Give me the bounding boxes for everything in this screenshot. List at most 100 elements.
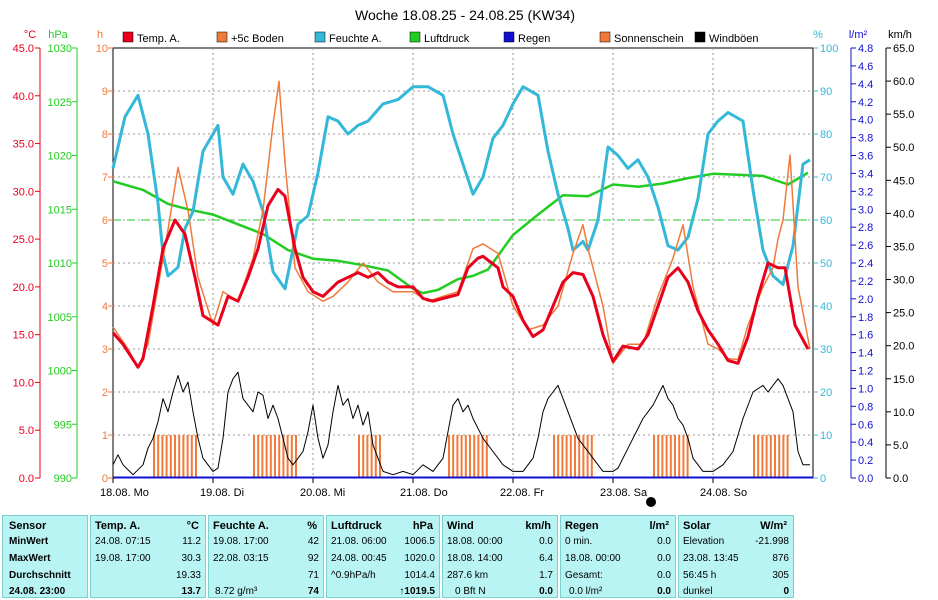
- solar-unit-header: W/m²: [760, 520, 787, 532]
- wind-min: 0.0: [539, 536, 553, 547]
- sunshine-bar-5: [674, 435, 676, 478]
- temp-tick-label: 25.0: [13, 234, 34, 246]
- sunshine-bar-5: [661, 435, 664, 478]
- stats-min-label: MinWert: [9, 536, 49, 547]
- wind-header: Wind: [447, 520, 474, 532]
- stats-humidity-panel: Feuchte A. % 19.08. 17:00 42 22.08. 03:15…: [208, 515, 324, 598]
- sunshine-bar-6: [786, 435, 789, 478]
- wind-tick-label: 5.0: [893, 440, 908, 452]
- humidity-tick-label: 10: [820, 430, 832, 442]
- humidity-tick-label: 20: [820, 387, 832, 399]
- rain-tick-label: 2.2: [858, 276, 873, 288]
- wind-tick-label: 45.0: [893, 175, 914, 187]
- humidity-min-date: 19.08. 17:00: [213, 536, 269, 547]
- pressure-header: Luftdruck: [331, 520, 382, 532]
- humidity-max: 92: [307, 553, 319, 564]
- sunshine-bar-1: [265, 435, 268, 478]
- x-tick-label: 24.08. So: [700, 487, 747, 499]
- x-tick-label: 23.08. Sa: [600, 487, 648, 499]
- sun-tick-label: 4: [102, 301, 108, 313]
- sun-tick-label: 2: [102, 387, 108, 399]
- wind-tick-label: 0.0: [893, 473, 908, 485]
- sunshine-bar-6: [765, 435, 768, 478]
- legend-label-2: Feuchte A.: [329, 33, 382, 45]
- stats-pressure-panel: Luftdruck hPa 21.08. 06:00 1006.5 24.08. …: [326, 515, 440, 598]
- pressure-unit: hPa: [48, 29, 68, 41]
- rain-tick-label: 3.8: [858, 133, 873, 145]
- sunshine-bar-3: [485, 435, 488, 478]
- stats-current-label: 24.08. 23:00: [9, 586, 66, 597]
- humidity-max-date: 22.08. 03:15: [213, 553, 269, 564]
- sun-tick-label: 0: [102, 473, 108, 485]
- wind-current: 0.0: [539, 586, 553, 597]
- humidity-tick-label: 60: [820, 215, 832, 227]
- rain-unit: l/m²: [849, 29, 868, 41]
- pressure-avg: 1014.4: [404, 570, 435, 581]
- sunshine-bar-1: [253, 435, 255, 478]
- legend-label-6: Windböen: [709, 33, 759, 45]
- sunshine-bar-1: [261, 435, 264, 478]
- sunshine-bar-3: [448, 435, 450, 478]
- sunshine-bar-0: [190, 435, 193, 478]
- wind-tick-label: 10.0: [893, 407, 914, 419]
- sunshine-bar-2: [362, 435, 365, 478]
- sunshine-bar-4: [586, 435, 589, 478]
- rain-tick-label: 1.2: [858, 366, 873, 378]
- solar-hours: 56:45 h: [683, 570, 717, 581]
- solar-elevation: -21.998: [755, 536, 789, 547]
- humidity-min: 42: [307, 536, 319, 547]
- rain-current: 0.0: [657, 586, 671, 597]
- x-tick-label: 22.08. Fr: [500, 487, 544, 499]
- sun-tick-label: 7: [102, 172, 108, 184]
- sun-tick-label: 10: [96, 43, 108, 55]
- pressure-tick-label: 1000: [48, 366, 72, 378]
- sunshine-bar-6: [782, 435, 785, 478]
- y-axes: 45.040.035.030.025.020.015.010.05.00.010…: [13, 43, 915, 485]
- sun-unit: h: [97, 29, 103, 41]
- sunshine-bar-4: [553, 435, 555, 478]
- sun-tick-label: 3: [102, 344, 108, 356]
- sunshine-bar-3: [456, 435, 459, 478]
- sunshine-bar-6: [778, 435, 781, 478]
- sunshine-bar-4: [582, 435, 585, 478]
- stats-max-label: MaxWert: [9, 553, 51, 564]
- x-tick-label: 20.08. Mi: [300, 487, 345, 499]
- stats-labels-panel: Sensor MinWert MaxWert Durchschnitt 24.0…: [2, 515, 88, 598]
- x-tick-label: 21.08. Do: [400, 487, 448, 499]
- legend-swatch-3: [409, 31, 421, 43]
- x-tick-label: 18.08. Mo: [100, 487, 149, 499]
- stats-solar-panel: Solar W/m² Elevation -21.998 23.08. 13:45…: [678, 515, 794, 598]
- stats-wind-panel: Wind km/h 18.08. 00:00 0.0 18.08. 14:00 6.…: [442, 515, 558, 598]
- sunshine-bar-3: [481, 435, 484, 478]
- legend-label-0: Temp. A.: [137, 33, 180, 45]
- stats-temp-panel: Temp. A. °C 24.08. 07:15 11.2 19.08. 17:0…: [90, 515, 206, 598]
- sunshine-bar-0: [178, 435, 181, 478]
- sunshine-bar-1: [274, 435, 276, 478]
- series-feuchte-a-: [111, 85, 811, 291]
- pressure-tick-label: 995: [54, 419, 72, 431]
- sunshine-bar-3: [452, 435, 455, 478]
- humidity-tick-label: 80: [820, 129, 832, 141]
- sunshine-bar-5: [657, 435, 660, 478]
- moon-phase-icon: [646, 497, 656, 507]
- temp-tick-label: 0.0: [19, 473, 34, 485]
- series-luftdruck: [112, 171, 809, 295]
- wind-tick-label: 65.0: [893, 43, 914, 55]
- rain-tick-label: 4.0: [858, 115, 873, 127]
- sunshine-bar-6: [774, 435, 776, 478]
- wind-min-date: 18.08. 00:00: [447, 536, 503, 547]
- rain-tick-label: 4.8: [858, 43, 873, 55]
- rain-header: Regen: [565, 520, 599, 532]
- rain-tick-label: 2.8: [858, 222, 873, 234]
- humidity-avg: 71: [307, 570, 319, 581]
- sunshine-bar-3: [469, 435, 471, 478]
- sunshine-bar-0: [165, 435, 168, 478]
- sunshine-bar-5: [669, 435, 672, 478]
- rain-tick-label: 4.2: [858, 97, 873, 109]
- humidity-tick-label: 40: [820, 301, 832, 313]
- temp-tick-label: 45.0: [13, 43, 34, 55]
- wind-tick-label: 40.0: [893, 208, 914, 220]
- temp-tick-label: 30.0: [13, 186, 34, 198]
- sunshine-bar-2: [366, 435, 369, 478]
- sunshine-bar-6: [757, 435, 760, 478]
